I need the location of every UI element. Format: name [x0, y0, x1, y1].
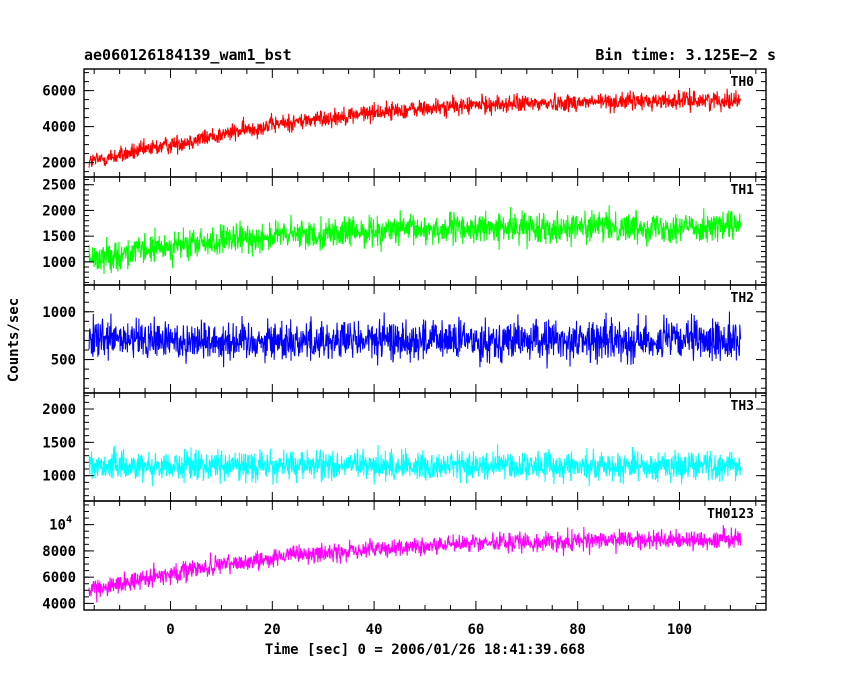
y-tick-label: 8000 [42, 544, 76, 560]
y-tick-label: 1500 [42, 435, 76, 451]
series-th0 [88, 87, 742, 168]
panel-th2: 500 1000 TH2 [42, 284, 767, 394]
y-tick-label: 500 [51, 353, 76, 369]
panel-th0: 2000 4000 6000 TH0 [42, 68, 767, 178]
x-tick-label: 20 [264, 622, 281, 638]
y-tick-label: 104 [49, 515, 72, 534]
channel-label-th0: TH0 [731, 75, 755, 90]
channel-label-th3: TH3 [731, 399, 754, 414]
panel-th3: 1000 1500 2000 TH3 [42, 392, 767, 502]
x-tick-label: 0 [166, 622, 174, 638]
series-th1 [88, 205, 742, 275]
x-tick-label: 40 [366, 622, 383, 638]
y-tick-label: 1000 [42, 469, 76, 485]
y-tick-label: 2000 [42, 203, 76, 219]
y-tick-label: 2000 [42, 156, 76, 172]
y-tick-label: 4000 [42, 596, 76, 612]
panel-frame [83, 500, 767, 611]
x-tick-label: 100 [667, 622, 692, 638]
panel-th1: 1000 1500 2000 2500 TH1 [42, 176, 767, 286]
y-axis-label: Counts/sec [6, 298, 22, 382]
panel-frame [83, 68, 767, 178]
y-tick-label: 4000 [42, 120, 76, 136]
y-tick-label: 6000 [42, 570, 76, 586]
y-tick-label: 1500 [42, 229, 76, 245]
x-axis: 0 20 40 60 80 100 [166, 622, 692, 638]
y-tick-label: 1000 [42, 255, 76, 271]
y-tick-label: 6000 [42, 84, 76, 100]
series-th3 [88, 444, 742, 487]
y-tick-label: 1000 [42, 305, 76, 321]
x-axis-label: Time [sec] 0 = 2006/01/26 18:41:39.668 [265, 642, 585, 658]
series-th2 [88, 311, 742, 369]
panels-layer: 2000 4000 6000 TH0 1000 1500 2000 2500 TH1 500 100… [42, 68, 767, 612]
panel-frame [83, 392, 767, 502]
x-tick-label: 60 [467, 622, 484, 638]
channel-label-th0123: TH0123 [707, 507, 754, 522]
bin-time-label: Bin time: 3.125E−2 s [595, 46, 776, 64]
channel-label-th2: TH2 [731, 291, 754, 306]
series-th0123 [88, 524, 742, 603]
panel-th0123: 4000 6000 8000 104 TH0123 [42, 500, 767, 612]
x-tick-label: 80 [569, 622, 586, 638]
channel-label-th1: TH1 [731, 183, 755, 198]
chart-title: ae060126184139_wam1_bst [84, 46, 292, 64]
y-tick-label: 2500 [42, 178, 76, 194]
y-tick-label: 2000 [42, 402, 76, 418]
